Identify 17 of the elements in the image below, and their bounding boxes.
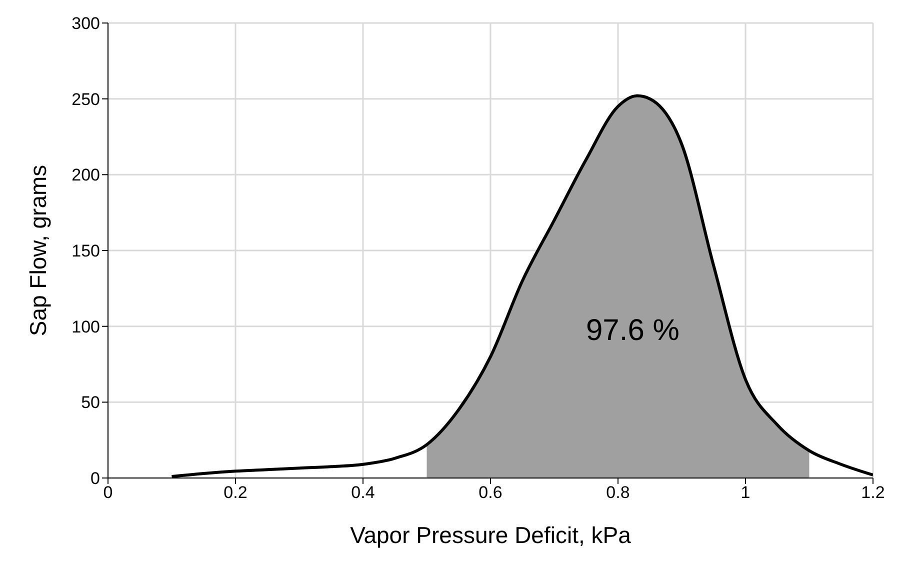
x-tick-label: 0.4 [351,483,375,502]
x-tick-label: 0.8 [606,483,630,502]
y-tick-label: 250 [72,90,100,109]
y-tick-label: 200 [72,166,100,185]
y-tick-label: 50 [81,393,100,412]
y-tick-label: 300 [72,14,100,34]
x-tick-label: 0.6 [478,483,502,502]
y-tick-label: 0 [90,469,100,488]
x-tick-label: 0 [103,483,113,502]
y-tick-label: 150 [72,242,100,261]
x-tick-label: 1 [740,483,750,502]
y-axis-title: Sap Flow, grams [25,164,52,336]
x-axis-title: Vapor Pressure Deficit, kPa [350,522,632,548]
y-tick-label: 100 [72,317,100,336]
x-tick-label: 0.2 [224,483,248,502]
annotation: 97.6 % [586,314,680,348]
x-tick-label: 1.2 [861,483,885,502]
